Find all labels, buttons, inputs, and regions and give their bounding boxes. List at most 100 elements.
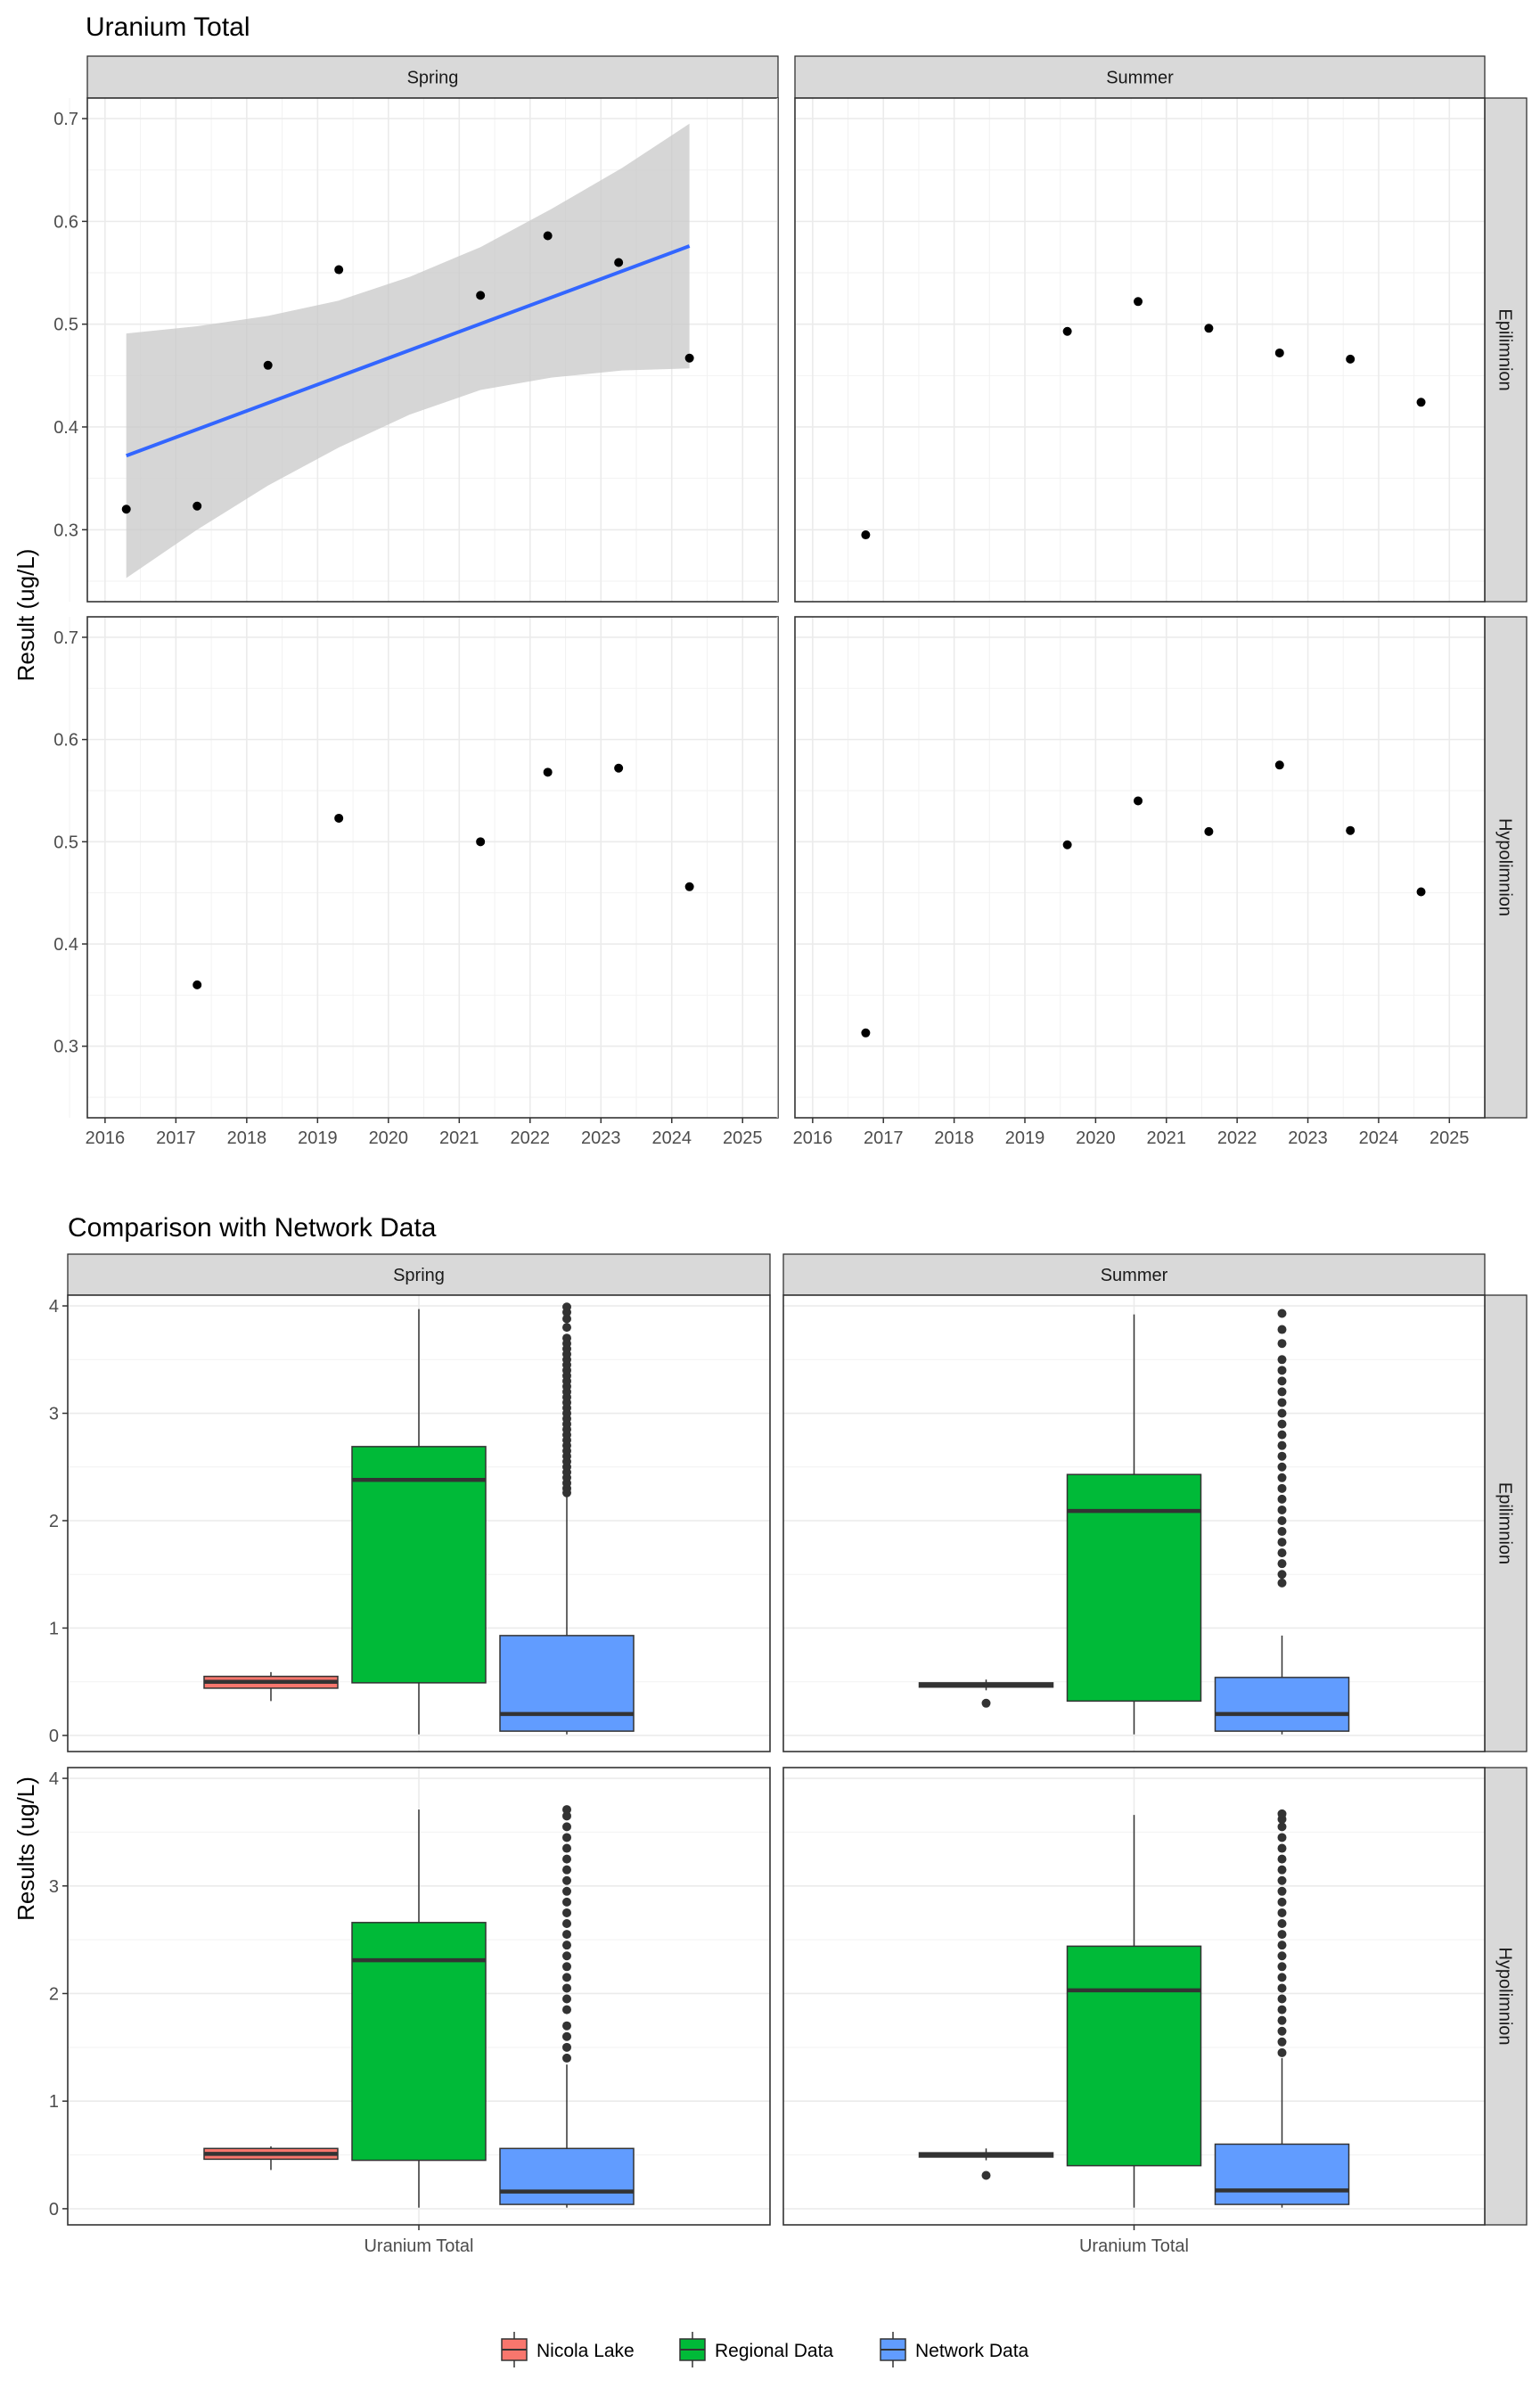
outlier-point bbox=[562, 1833, 571, 1842]
x-tick-label: 2022 bbox=[511, 1128, 551, 1148]
outlier-point bbox=[562, 1822, 571, 1832]
outlier-point bbox=[562, 1994, 571, 2004]
outlier-point bbox=[1277, 2015, 1287, 2025]
y-tick-label: 1 bbox=[49, 2092, 59, 2112]
outlier-point bbox=[562, 1983, 571, 1993]
box-strip-summer bbox=[782, 1253, 1486, 1296]
outlier-point bbox=[562, 2005, 571, 2014]
box-body bbox=[351, 1446, 487, 1684]
outlier-point bbox=[1277, 1886, 1287, 1896]
outlier-point bbox=[1277, 1833, 1287, 1842]
y-tick-label: 0.7 bbox=[53, 628, 78, 648]
outlier-point bbox=[1277, 1309, 1287, 1318]
x-tick-label: 2017 bbox=[864, 1128, 904, 1148]
x-tick-label: 2019 bbox=[298, 1128, 338, 1148]
panel-border bbox=[794, 616, 1486, 1119]
outlier-point bbox=[1277, 1578, 1287, 1588]
outlier-point bbox=[1277, 1538, 1287, 1547]
y-tick-label: 0.6 bbox=[53, 212, 78, 232]
outlier-point bbox=[562, 2042, 571, 2052]
scatter-strip-label: Hypolimnion bbox=[1495, 818, 1515, 916]
outlier-point bbox=[981, 1698, 991, 1708]
y-tick-label: 2 bbox=[49, 1984, 59, 2004]
y-tick-label: 4 bbox=[49, 1769, 59, 1789]
box-network-data bbox=[1214, 1309, 1350, 1735]
outlier-point bbox=[562, 1323, 571, 1333]
x-tick-label: 2023 bbox=[581, 1128, 621, 1148]
box-panel-spring-hypolimnion bbox=[67, 1767, 771, 2226]
outlier-point bbox=[1277, 1451, 1287, 1461]
outlier-point bbox=[562, 1854, 571, 1864]
scatter-strip-hypolimnion bbox=[1484, 616, 1528, 1119]
outlier-point bbox=[1277, 1398, 1287, 1407]
scatter-panel-spring-hypolimnion bbox=[69, 616, 779, 1119]
box-nicola-lake bbox=[203, 2146, 339, 2170]
data-point bbox=[1134, 297, 1143, 307]
x-tick-label: 2023 bbox=[1288, 1128, 1328, 1148]
y-tick-label: 0.4 bbox=[53, 418, 78, 438]
outlier-point bbox=[562, 1811, 571, 1821]
y-tick-label: 2 bbox=[49, 1512, 59, 1531]
legend: Nicola Lake Regional Data Network Data bbox=[501, 2332, 1029, 2367]
data-point bbox=[192, 501, 202, 511]
box-strip-label: Epilimnion bbox=[1495, 1482, 1515, 1564]
y-tick-label: 0.5 bbox=[53, 316, 78, 335]
outlier-point bbox=[1277, 1962, 1287, 1972]
box-network-data bbox=[1214, 1809, 1350, 2208]
outlier-point bbox=[1277, 1983, 1287, 1993]
x-tick-label: 2016 bbox=[86, 1128, 126, 1148]
box-strip-label: Hypolimnion bbox=[1495, 1947, 1515, 2045]
scatter-strip-label: Spring bbox=[407, 69, 459, 88]
scatter-strip-label: Summer bbox=[1106, 69, 1174, 88]
legend-item-nicola-lake: Nicola Lake bbox=[501, 2332, 635, 2367]
panel-border bbox=[86, 616, 779, 1119]
y-tick-label: 3 bbox=[49, 1877, 59, 1897]
outlier-point bbox=[1277, 1994, 1287, 2004]
data-point bbox=[1274, 348, 1284, 357]
outlier-point bbox=[562, 1865, 571, 1875]
outlier-point bbox=[1277, 2037, 1287, 2047]
box-strip-label: Spring bbox=[393, 1266, 445, 1285]
y-tick-label: 1 bbox=[49, 1619, 59, 1638]
legend-label: Nicola Lake bbox=[537, 2341, 635, 2361]
scatter-chart-title: Uranium Total bbox=[86, 12, 250, 42]
data-point bbox=[684, 353, 694, 363]
box-y-axis-title: Results (ug/L) bbox=[12, 1776, 39, 1921]
outlier-point bbox=[562, 2053, 571, 2063]
data-point bbox=[1062, 840, 1072, 849]
data-point bbox=[476, 291, 486, 300]
scatter-panel-summer-epilimnion bbox=[776, 97, 1486, 603]
data-point bbox=[543, 767, 553, 777]
data-point bbox=[334, 265, 344, 275]
outlier-point bbox=[1277, 1325, 1287, 1334]
panel-border bbox=[67, 1294, 771, 1752]
outlier-point bbox=[562, 1843, 571, 1853]
box-panel-summer-epilimnion bbox=[782, 1294, 1486, 1752]
outlier-point bbox=[562, 1805, 571, 1815]
outlier-point bbox=[1277, 1930, 1287, 1940]
outlier-point bbox=[562, 1302, 571, 1312]
outlier-point bbox=[1277, 1973, 1287, 1982]
box-body bbox=[1214, 2143, 1350, 2205]
x-tick-label: 2022 bbox=[1217, 1128, 1257, 1148]
outlier-point bbox=[1277, 1951, 1287, 1961]
box-body bbox=[499, 1635, 635, 1732]
outlier-point bbox=[562, 1919, 571, 1929]
x-tick-label: 2018 bbox=[227, 1128, 267, 1148]
scatter-y-axis-title: Result (ug/L) bbox=[12, 549, 39, 682]
box-panel-summer-hypolimnion bbox=[782, 1767, 1486, 2226]
data-point bbox=[1416, 398, 1426, 407]
outlier-point bbox=[562, 1886, 571, 1896]
y-tick-label: 0.3 bbox=[53, 1038, 78, 1057]
outlier-point bbox=[562, 1930, 571, 1940]
data-point bbox=[334, 813, 344, 823]
panel-border bbox=[782, 1294, 1486, 1752]
outlier-point bbox=[1277, 1376, 1287, 1386]
outlier-point bbox=[562, 1875, 571, 1885]
scatter-strip-label: Epilimnion bbox=[1495, 308, 1515, 390]
outlier-point bbox=[1277, 1865, 1287, 1875]
y-tick-label: 4 bbox=[49, 1297, 59, 1317]
x-tick-label: Uranium Total bbox=[1079, 2236, 1189, 2256]
scatter-panel-summer-hypolimnion bbox=[776, 616, 1486, 1119]
x-tick-label: 2016 bbox=[793, 1128, 833, 1148]
